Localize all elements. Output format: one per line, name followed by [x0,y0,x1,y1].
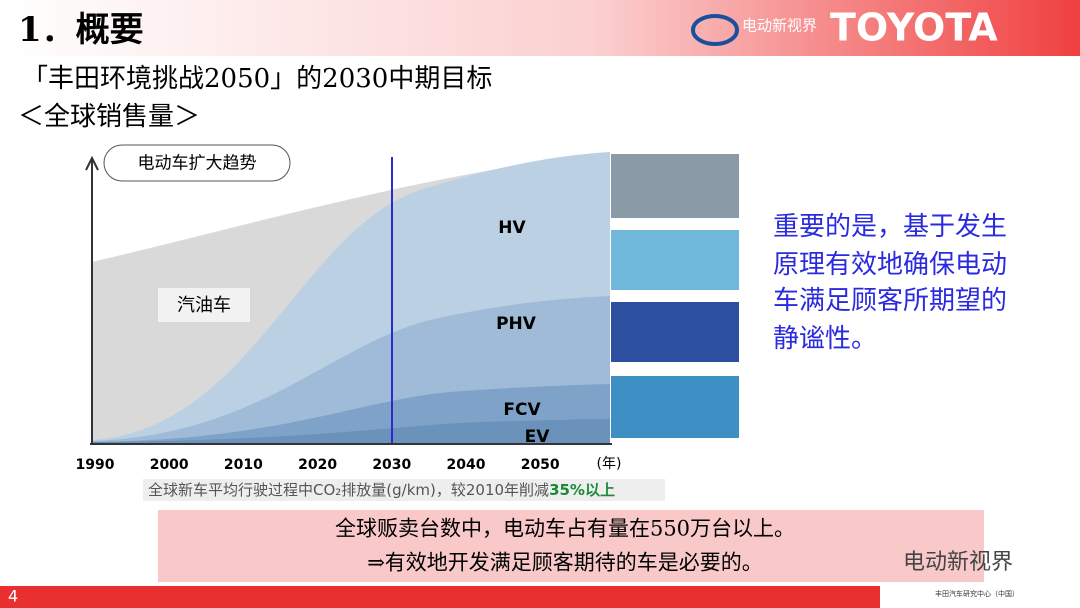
subtitle: ＜全球销售量＞ [18,102,200,132]
area-label: 汽油车 [177,295,231,316]
x-labels: 1990 2000 2010 2020 2030 2040 2050 [76,457,560,473]
gasoline-label-box [158,288,250,322]
watermark: 电动新视界 [903,550,1013,575]
side-line: 重要的是，基于发生 [773,212,1007,242]
car-photo [611,230,739,290]
brand: TOYOTA [830,6,998,50]
car-photo [611,376,739,438]
axis-arrow [85,155,99,171]
note: 全球新车平均行驶过程中CO₂排放量(g/km)，较2010年削减35%以上 [148,481,615,499]
section-title: 1．概要 [18,10,144,50]
x-label: 2020 [298,457,337,473]
x-label: 1990 [76,457,115,473]
summary-text: ⇒有效地开发满足顾客期待的车是必要的。 [367,551,763,575]
area-ev [92,419,610,443]
footer-band [0,586,1080,608]
summary-box [158,510,984,582]
page-number: 4 [8,587,18,606]
area-label: PHV [496,314,537,334]
area-label: EV [525,427,551,447]
car-photo [611,154,739,218]
side-line: 原理有效地确保电动 [773,250,1007,280]
x-unit: (年) [597,456,622,472]
logo-text: 电动新视界 [742,17,817,35]
x-label: 2000 [150,457,189,473]
side-line: 静谧性。 [773,324,877,354]
x-label: 2050 [521,457,560,473]
header-band [0,0,1080,56]
side-line: 车满足顾客所期望的 [773,286,1007,316]
area-label: HV [498,218,526,238]
footer-org: 丰田汽车研究中心（中国） [935,589,1019,598]
area-label: FCV [503,400,541,420]
footer-logo-area [880,584,1080,608]
x-label: 2010 [224,457,263,473]
subtitle: 「丰田环境挑战2050」的2030中期目标 [22,64,492,94]
note-box [143,479,665,501]
summary-text: 全球贩卖台数中，电动车占有量在550万台以上。 [335,517,795,541]
trend-label: 电动车扩大趋势 [138,154,257,174]
x-label: 2030 [372,457,411,473]
x-label: 2040 [447,457,486,473]
logo-mark [691,14,739,46]
trend-label-box [103,144,291,182]
car-photo [611,302,739,362]
